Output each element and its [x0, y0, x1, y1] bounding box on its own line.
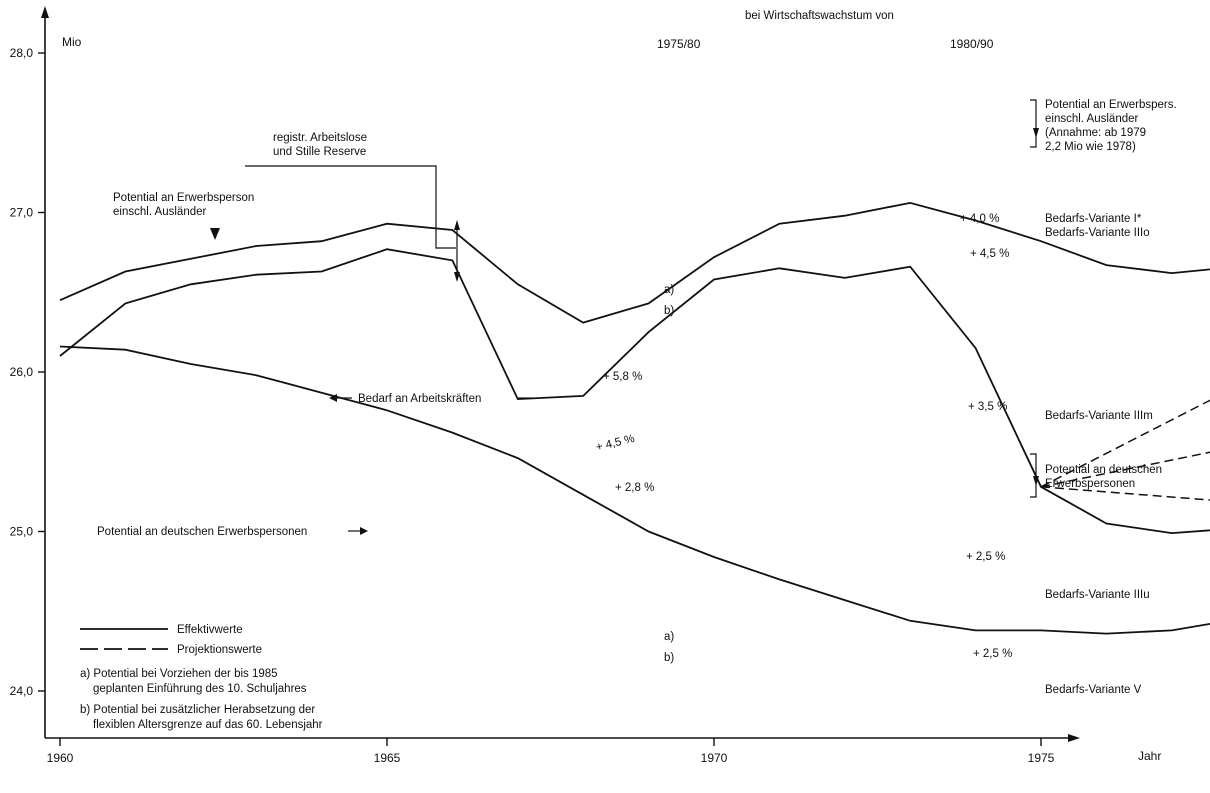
gap-arrow-down	[454, 272, 460, 282]
growth-rate-2-5-b: + 2,5 %	[973, 648, 1012, 660]
x-tick-label: 1965	[374, 751, 401, 765]
right-label-deutsche-2: Erwerbspersonen	[1045, 478, 1135, 490]
series-line-9	[1040, 399, 1210, 488]
pointer-bedarf-head	[329, 394, 337, 402]
y-tick-label: 28,0	[10, 46, 34, 60]
bracket-potential-arrow	[1033, 128, 1039, 138]
period-label-1: 1975/80	[657, 37, 701, 51]
x-tick-label: 1970	[701, 751, 728, 765]
legend-solid-label: Effektivwerte	[177, 624, 243, 636]
annotation-bedarf: Bedarf an Arbeitskräften	[358, 393, 481, 405]
x-axis-arrow	[1068, 734, 1080, 742]
y-tick-label: 24,0	[10, 684, 34, 698]
pointer-deutsche-head	[360, 527, 368, 535]
series-group	[59, 201, 1210, 635]
y-ticks: 24,0 25,0 26,0 27,0 28,0	[10, 46, 45, 698]
header-text: bei Wirtschaftswachstum von	[745, 10, 894, 22]
growth-rate-4-5-b: + 4,5 %	[970, 248, 1009, 260]
y-tick-label: 27,0	[10, 206, 34, 220]
bracket-deutsche-arrow	[1033, 476, 1039, 486]
x-tick-label: 1960	[47, 751, 74, 765]
right-label-potential-1: Potential an Erwerbspers.	[1045, 99, 1177, 111]
growth-rate-4-0: + 4,0 %	[960, 213, 999, 225]
right-label-potential-3: (Annahme: ab 1979	[1045, 127, 1146, 139]
annotation-arbeitslose: registr. Arbeitslose	[273, 132, 367, 144]
bracket-deutsche	[1030, 453, 1037, 498]
series-line-10	[1040, 451, 1210, 488]
gap-arrow-up	[454, 220, 460, 230]
legend-dashed-label: Projektionswerte	[177, 644, 262, 656]
right-label-variante-iiim: Bedarfs-Variante IIIm	[1045, 410, 1153, 422]
x-ticks: 19601965197019751978198019851990	[47, 738, 1055, 765]
variant-a-upper: a)	[664, 284, 674, 296]
x-axis-label: Jahr	[1138, 749, 1161, 763]
y-tick-label: 25,0	[10, 525, 34, 539]
growth-rate-2-8: + 2,8 %	[615, 482, 654, 494]
right-label-potential-4: 2,2 Mio wie 1978)	[1045, 141, 1136, 153]
right-label-potential-2: einschl. Ausländer	[1045, 113, 1139, 125]
annotation-potential-auslaender-2: einschl. Ausländer	[113, 206, 207, 218]
y-axis-arrow	[41, 6, 49, 18]
series-line-2	[59, 345, 1210, 635]
annotation-potential-auslaender: Potential an Erwerbsperson	[113, 192, 254, 204]
pointer-potential	[210, 228, 220, 240]
period-label-2: 1980/90	[950, 37, 994, 51]
growth-rate-3-5: + 3,5 %	[968, 401, 1007, 413]
right-label-variante-v: Bedarfs-Variante V	[1045, 684, 1142, 696]
legend-note-b-2: flexiblen Altersgrenze auf das 60. Leben…	[93, 719, 323, 731]
growth-rate-4-5-a: + 4,5 %	[595, 433, 636, 454]
right-label-variante-i: Bedarfs-Variante I*	[1045, 213, 1142, 225]
variant-a-lower: a)	[664, 631, 674, 643]
annotation-deutsche: Potential an deutschen Erwerbspersonen	[97, 526, 307, 538]
variant-b-upper: b)	[664, 305, 674, 317]
y-tick-label: 26,0	[10, 365, 34, 379]
series-line-0	[59, 201, 1210, 324]
variant-b-lower: b)	[664, 652, 674, 664]
growth-rate-5-8: + 5,8 %	[603, 371, 642, 383]
x-tick-label: 1975	[1028, 751, 1055, 765]
callout-arbeitslose-line	[245, 165, 456, 249]
bracket-potential	[1030, 99, 1037, 148]
right-label-variante-iiio: Bedarfs-Variante IIIo	[1045, 227, 1150, 239]
growth-rate-2-5-a: + 2,5 %	[966, 551, 1005, 563]
legend-note-a-1: a) Potential bei Vorziehen der bis 1985	[80, 668, 278, 680]
annotation-stille-reserve: und Stille Reserve	[273, 146, 366, 158]
right-label-variante-iiiu: Bedarfs-Variante IIIu	[1045, 589, 1150, 601]
legend-note-a-2: geplanten Einführung des 10. Schuljahres	[93, 683, 307, 695]
right-label-deutsche-1: Potential an deutschen	[1045, 464, 1162, 476]
legend-note-b-1: b) Potential bei zusätzlicher Herabsetzu…	[80, 704, 315, 716]
y-axis-label: Mio	[62, 35, 82, 49]
